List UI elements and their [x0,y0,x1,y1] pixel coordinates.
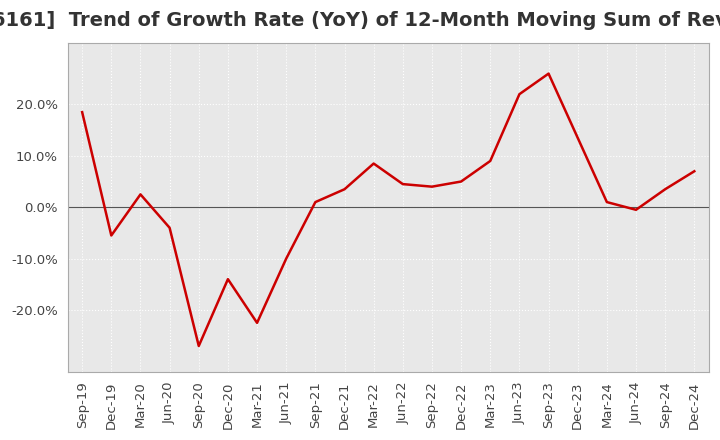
Title: [6161]  Trend of Growth Rate (YoY) of 12-Month Moving Sum of Revenues: [6161] Trend of Growth Rate (YoY) of 12-… [0,11,720,30]
